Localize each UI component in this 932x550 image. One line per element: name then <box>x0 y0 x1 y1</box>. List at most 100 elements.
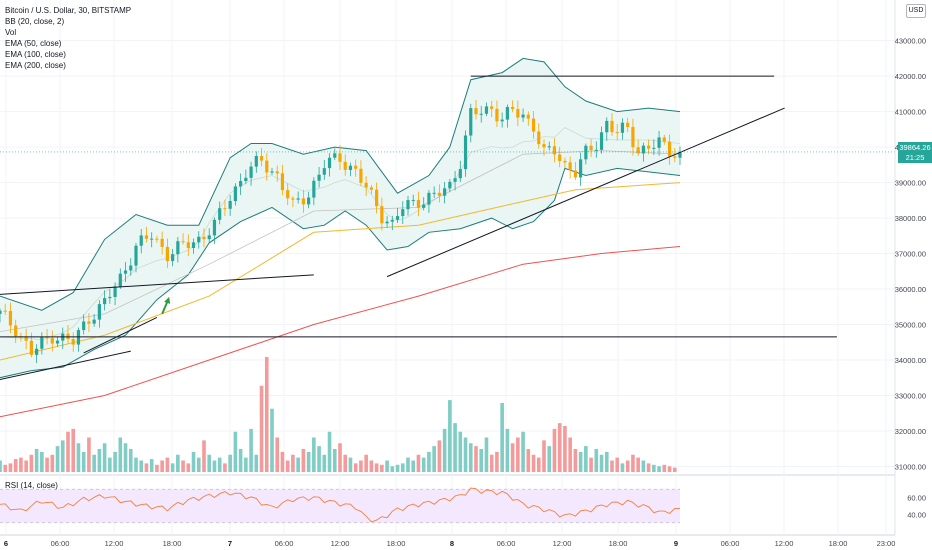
candle-body <box>92 319 96 324</box>
volume-bar <box>87 437 91 472</box>
rsi-legend: RSI (14, close) <box>5 481 58 490</box>
volume-bar <box>474 446 478 472</box>
candle-body <box>296 198 300 200</box>
time-axis[interactable]: 6 06:00 12:00 18:00 7 06:00 12:00 18:00 8 06:00 12… <box>4 539 895 548</box>
volume-bar <box>442 428 447 472</box>
candle-body <box>228 201 232 209</box>
candle-body <box>427 192 431 205</box>
volume-bar <box>416 454 421 472</box>
volume-bar <box>516 437 520 472</box>
volume-bar <box>217 457 222 472</box>
volume-bar <box>437 440 442 472</box>
volume-bar <box>625 460 630 472</box>
volume-bar <box>552 428 557 472</box>
volume-bar <box>76 443 81 472</box>
volume-bar <box>134 457 138 472</box>
candle-body <box>505 106 509 120</box>
candle-body <box>531 118 536 132</box>
candle-body <box>123 270 128 274</box>
legend-indicator[interactable]: EMA (50, close) <box>5 39 62 48</box>
candle-body <box>8 310 13 326</box>
volume-bar <box>458 431 463 472</box>
candle-body <box>218 208 222 220</box>
candle-body <box>202 236 206 240</box>
candle-body <box>144 235 149 239</box>
time-tick-label: 12:00 <box>775 539 794 548</box>
volume-bar <box>672 467 677 472</box>
candle-body <box>484 106 489 114</box>
volume-bar <box>176 454 180 472</box>
volume-bar <box>40 451 44 472</box>
volume-bar <box>165 457 170 472</box>
chart-legend: Bitcoin / U.S. Dollar, 30, BITSTAMP BB (… <box>5 5 131 71</box>
volume-bar <box>542 440 546 472</box>
volume-bar <box>207 454 212 472</box>
candle-body <box>364 182 368 188</box>
legend-indicator[interactable]: EMA (200, close) <box>5 61 66 70</box>
ema100-line <box>0 182 681 361</box>
candle-body <box>406 200 410 210</box>
candle-body <box>422 204 426 208</box>
rsi-line <box>0 487 681 523</box>
time-tick-label: 18:00 <box>609 539 628 548</box>
candle-body <box>3 310 7 312</box>
candle-body <box>678 151 682 158</box>
candle-body <box>547 146 551 148</box>
volume-bar <box>568 437 572 472</box>
volume-bar <box>170 463 175 472</box>
volume-bar <box>615 457 620 472</box>
volume-bar <box>317 446 321 472</box>
volume-bar <box>510 443 515 472</box>
volume-bar <box>359 460 363 472</box>
time-tick-label: 8 <box>450 539 454 548</box>
volume-bar <box>19 457 23 472</box>
candle-body <box>437 192 441 196</box>
price-tick-label: 33000.00 <box>895 391 926 400</box>
user-drawings[interactable] <box>0 75 895 381</box>
candle-body <box>239 181 243 187</box>
volume-bar <box>149 459 154 472</box>
time-tick-label: 18:00 <box>829 539 848 548</box>
candle-body <box>134 245 138 266</box>
candle-body <box>139 235 143 246</box>
trend-line <box>386 107 785 278</box>
volume-bar <box>160 460 164 472</box>
candle-body <box>626 122 630 128</box>
bb-fill <box>0 58 680 378</box>
candle-body <box>301 198 305 205</box>
volume-bar <box>369 460 374 472</box>
volume-bar <box>652 464 656 472</box>
volume-bar <box>332 449 337 472</box>
bar-countdown: 21:25 <box>898 153 932 163</box>
rsi-pane <box>0 487 681 524</box>
candle-body <box>537 131 541 145</box>
candle-body <box>171 254 175 262</box>
legend-indicator[interactable]: BB (20, close, 2) <box>5 17 65 26</box>
volume-bar <box>24 460 28 472</box>
price-axis[interactable]: 43000.0042000.0041000.0040000.0039000.00… <box>894 0 932 550</box>
candle-body <box>312 180 316 198</box>
volume-bar <box>395 464 400 472</box>
candle-body <box>526 114 530 119</box>
candle-body <box>338 153 342 162</box>
price-tick-label: 31000.00 <box>895 462 926 471</box>
volume-bar <box>505 428 510 472</box>
legend-indicator[interactable]: EMA (100, close) <box>5 50 66 59</box>
volume-bar <box>13 459 18 472</box>
candle-body <box>259 155 264 161</box>
currency-badge[interactable]: USD <box>906 4 926 18</box>
price-tick-label: 42000.00 <box>895 72 926 81</box>
candle-body <box>286 190 290 199</box>
volume-bar <box>45 457 49 472</box>
candle-body <box>490 106 494 109</box>
volume-bar <box>97 449 102 472</box>
candle-body <box>129 265 133 271</box>
candle-body <box>573 170 577 178</box>
volume-bar <box>81 451 86 472</box>
volume-bar <box>374 463 379 472</box>
legend-indicator[interactable]: Vol <box>5 28 17 37</box>
candlesticks <box>0 100 682 364</box>
green-arrow-head <box>164 296 171 304</box>
candle-body <box>191 242 196 248</box>
